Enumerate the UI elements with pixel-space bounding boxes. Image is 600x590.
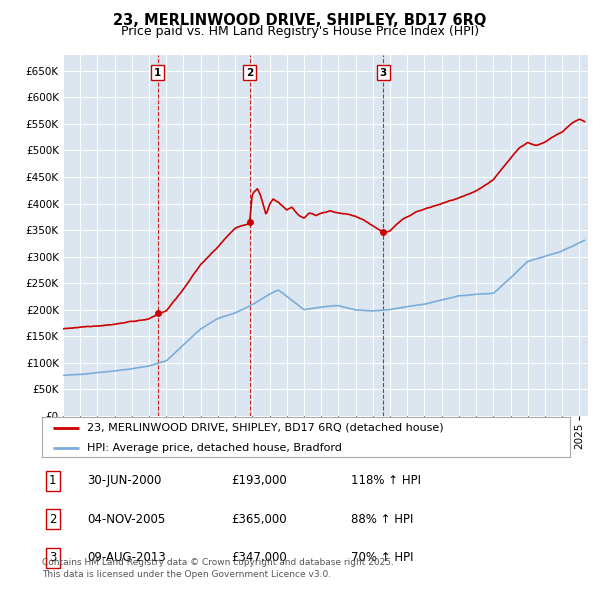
Text: Price paid vs. HM Land Registry's House Price Index (HPI): Price paid vs. HM Land Registry's House … (121, 25, 479, 38)
Text: 118% ↑ HPI: 118% ↑ HPI (351, 474, 421, 487)
Text: 70% ↑ HPI: 70% ↑ HPI (351, 551, 413, 564)
Text: 23, MERLINWOOD DRIVE, SHIPLEY, BD17 6RQ (detached house): 23, MERLINWOOD DRIVE, SHIPLEY, BD17 6RQ … (87, 423, 443, 433)
Text: 04-NOV-2005: 04-NOV-2005 (87, 513, 165, 526)
Text: £365,000: £365,000 (231, 513, 287, 526)
Text: £193,000: £193,000 (231, 474, 287, 487)
Text: 1: 1 (154, 67, 161, 77)
Text: HPI: Average price, detached house, Bradford: HPI: Average price, detached house, Brad… (87, 444, 342, 454)
Text: 30-JUN-2000: 30-JUN-2000 (87, 474, 161, 487)
Text: 2: 2 (49, 513, 56, 526)
Text: 09-AUG-2013: 09-AUG-2013 (87, 551, 166, 564)
Text: 3: 3 (380, 67, 387, 77)
Text: 2: 2 (246, 67, 253, 77)
Text: 23, MERLINWOOD DRIVE, SHIPLEY, BD17 6RQ: 23, MERLINWOOD DRIVE, SHIPLEY, BD17 6RQ (113, 13, 487, 28)
Text: 1: 1 (49, 474, 56, 487)
Text: £347,000: £347,000 (231, 551, 287, 564)
Text: Contains HM Land Registry data © Crown copyright and database right 2025.
This d: Contains HM Land Registry data © Crown c… (42, 558, 394, 579)
Text: 88% ↑ HPI: 88% ↑ HPI (351, 513, 413, 526)
Text: 3: 3 (49, 551, 56, 564)
